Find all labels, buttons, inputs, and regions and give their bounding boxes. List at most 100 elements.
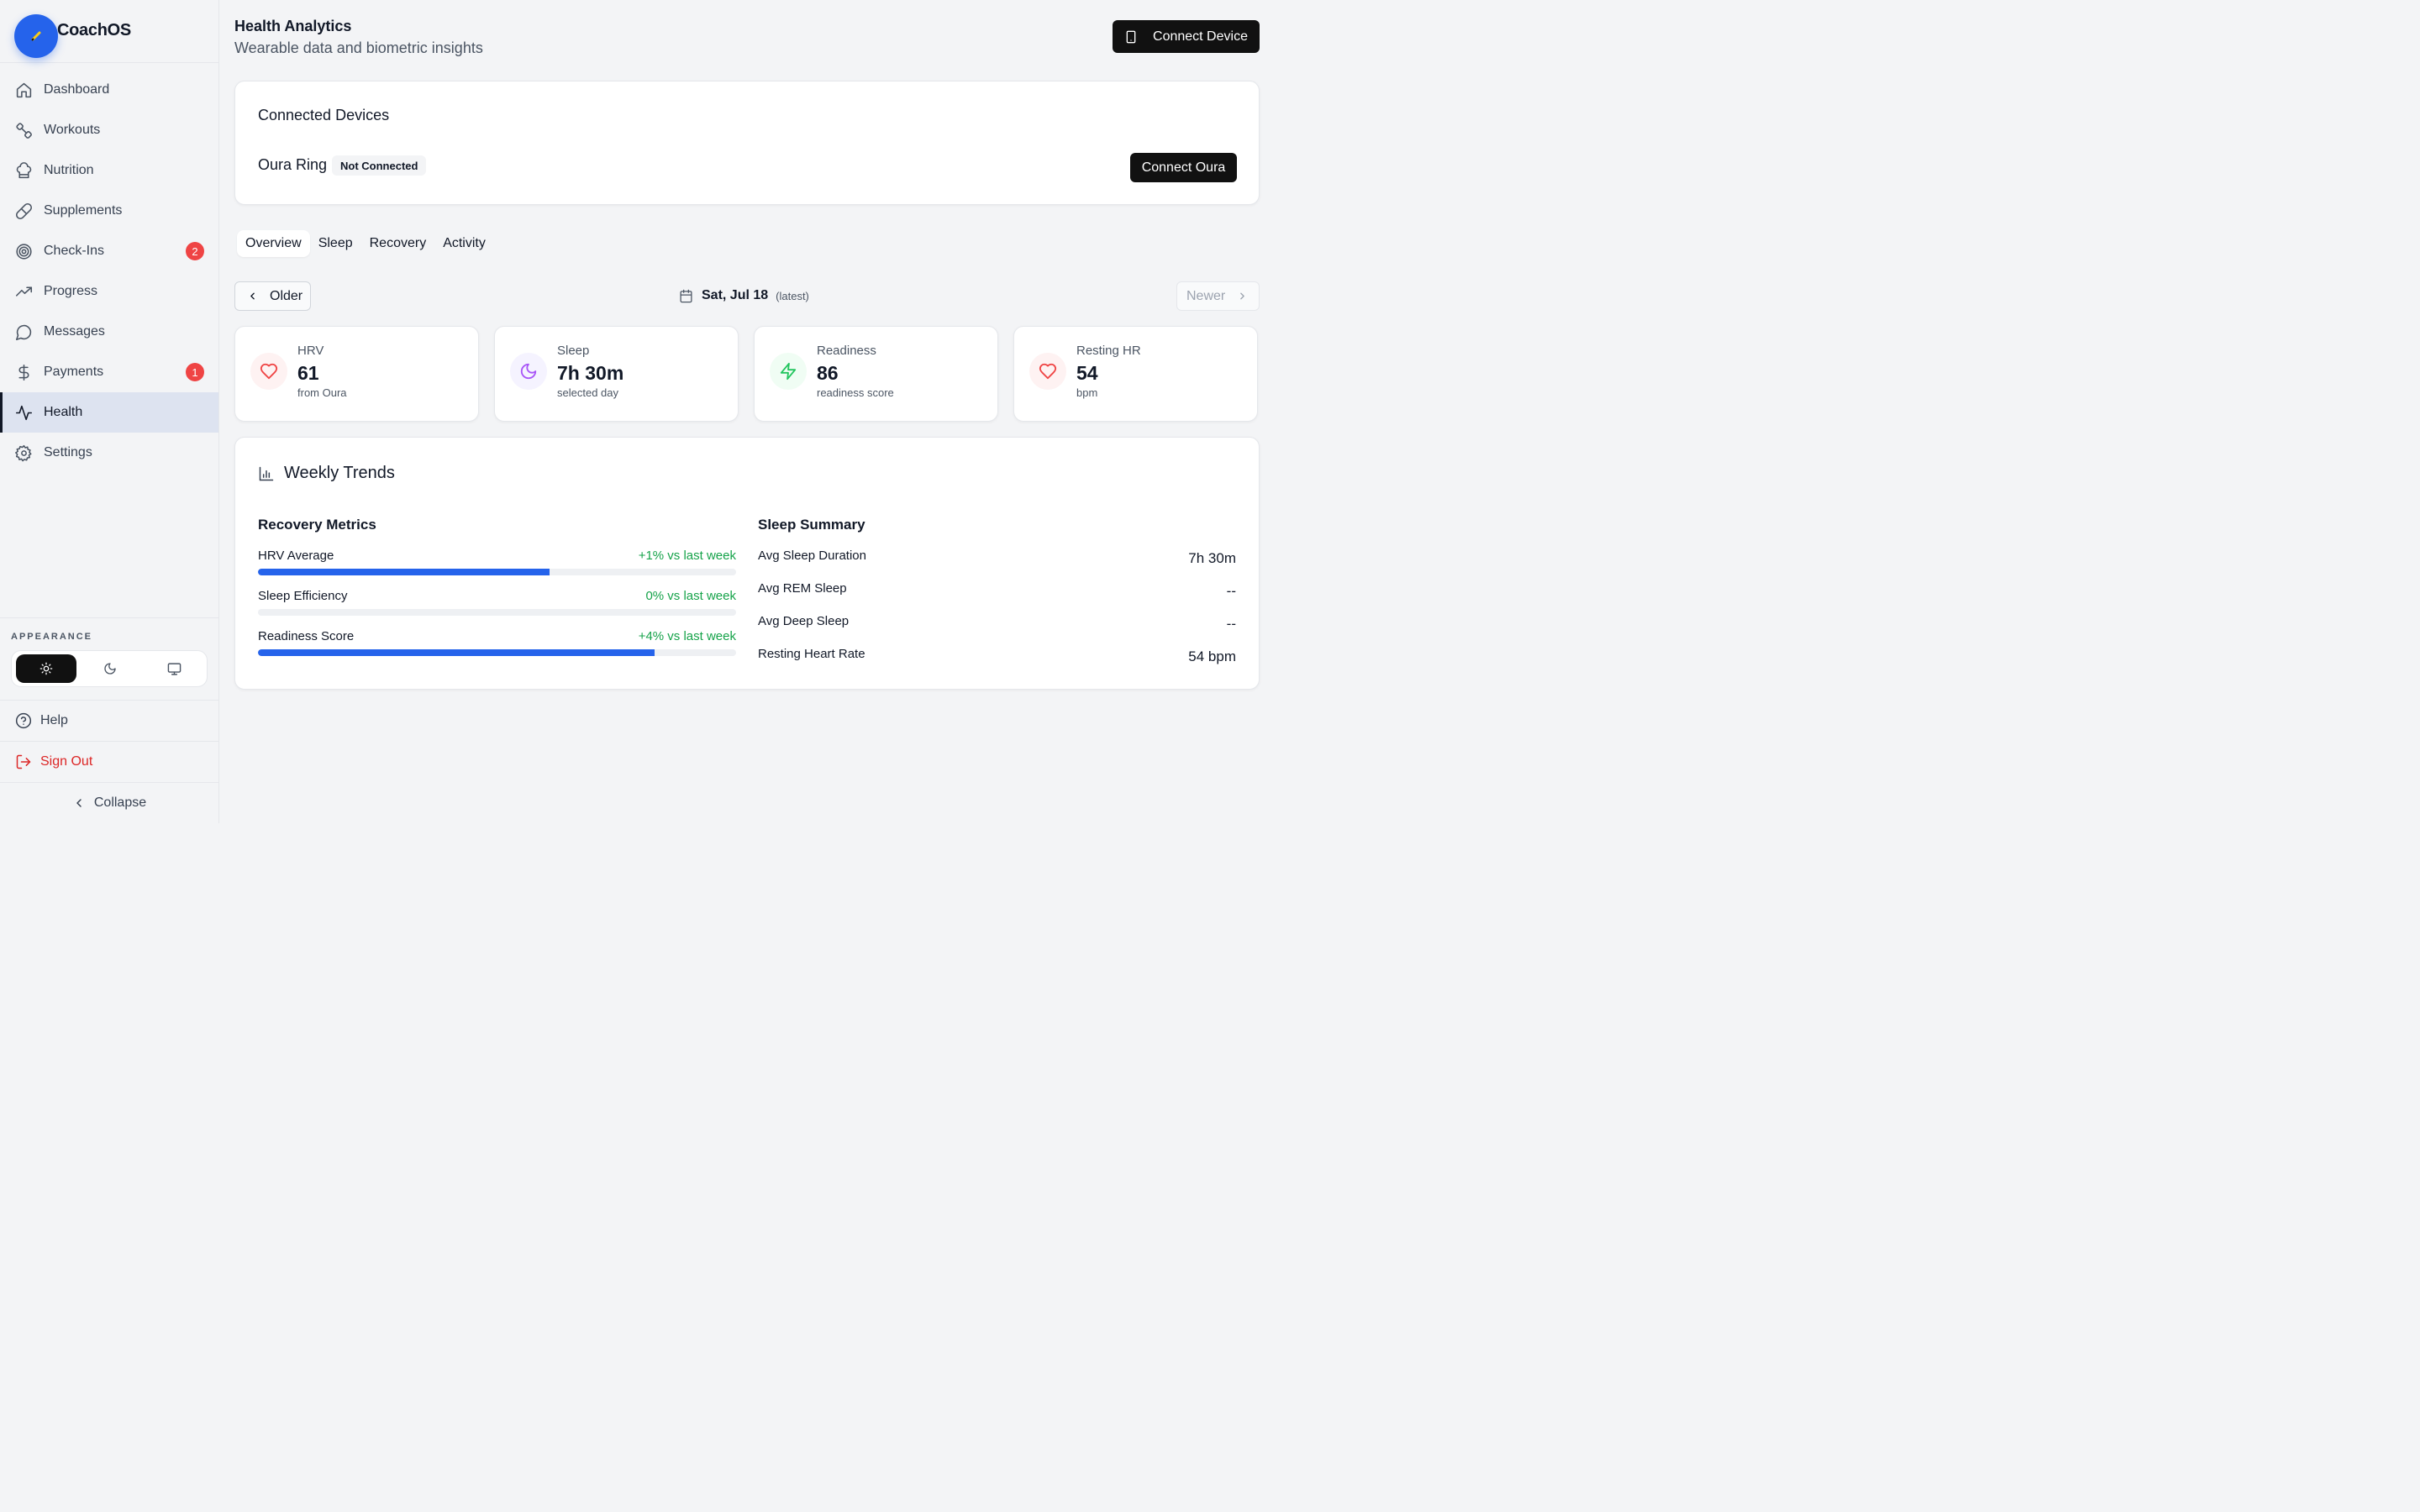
status-badge: Not Connected: [332, 155, 427, 176]
connect-device-label: Connect Device: [1153, 29, 1248, 44]
sidebar-item-health[interactable]: Health: [0, 392, 218, 433]
sidebar-item-label: Nutrition: [44, 163, 94, 177]
sidebar-item-supplements[interactable]: Supplements: [0, 191, 218, 231]
tab-sleep[interactable]: Sleep: [318, 236, 353, 250]
progress-track: [258, 609, 736, 616]
sign-out-button[interactable]: Sign Out: [0, 741, 218, 782]
sidebar-item-label: Workouts: [44, 123, 101, 137]
dollar-icon: [18, 364, 29, 381]
gear-icon: [15, 444, 32, 461]
recovery-row-label: Sleep Efficiency: [258, 589, 348, 603]
newer-button[interactable]: Newer: [1176, 281, 1260, 311]
logo-icon[interactable]: [14, 14, 58, 58]
sidebar-item-dashboard[interactable]: Dashboard: [0, 70, 218, 110]
smartphone-icon: [1126, 30, 1136, 43]
sidebar-item-check-ins[interactable]: Check-Ins 2: [0, 231, 218, 271]
recovery-row-change: 0% vs last week: [645, 589, 736, 603]
tab-recovery[interactable]: Recovery: [369, 236, 427, 250]
appearance-section: APPEARANCE: [0, 617, 218, 699]
chevron-left-icon: [76, 799, 82, 807]
progress-fill: [258, 569, 550, 575]
sidebar-item-label: Payments: [44, 365, 104, 379]
zap-icon: [770, 353, 807, 390]
metric-subtitle: bpm: [1076, 386, 1098, 399]
sun-icon: [39, 662, 53, 675]
metric-label: HRV: [297, 344, 324, 358]
heart-icon: [1029, 353, 1066, 390]
tab-bar: Overview Sleep Recovery Activity: [237, 230, 494, 257]
sleep-summary-title: Sleep Summary: [758, 517, 865, 533]
metric-label: Readiness: [817, 344, 876, 358]
main-content: Health Analytics Wearable data and biome…: [219, 0, 1318, 823]
sidebar-item-workouts[interactable]: Workouts: [0, 110, 218, 150]
latest-tag: (latest): [776, 289, 809, 302]
sidebar-item-label: Health: [44, 405, 83, 419]
metric-card-readiness: Readiness 86 readiness score: [754, 326, 998, 422]
help-circle-icon: [15, 712, 32, 729]
chevron-right-icon: [1240, 292, 1245, 300]
sleep-row-label: Avg Sleep Duration: [758, 549, 866, 563]
sidebar-item-label: Messages: [44, 324, 105, 339]
recovery-row-label: Readiness Score: [258, 629, 355, 643]
metric-value: 54: [1076, 362, 1098, 384]
metric-card-resting-hr: Resting HR 54 bpm: [1013, 326, 1258, 422]
weekly-trends-card: Weekly Trends Recovery Metrics HRV Avera…: [234, 437, 1260, 690]
collapse-button[interactable]: Collapse: [0, 782, 218, 823]
sleep-row-value: --: [1226, 616, 1236, 632]
metric-value: 7h 30m: [557, 362, 624, 384]
recovery-row-change: +1% vs last week: [638, 549, 736, 563]
tab-overview[interactable]: Overview: [237, 230, 310, 257]
theme-dark-button[interactable]: [80, 654, 140, 683]
progress-track: [258, 569, 736, 575]
weekly-trends-label: Weekly Trends: [284, 464, 395, 482]
sleep-row-resting-hr: Resting Heart Rate 54 bpm: [758, 647, 1236, 664]
calendar-icon: [680, 289, 692, 302]
theme-light-button[interactable]: [16, 654, 76, 683]
recovery-row-change: +4% vs last week: [638, 629, 736, 643]
sidebar-item-progress[interactable]: Progress: [0, 271, 218, 312]
target-icon: [16, 243, 32, 260]
connect-device-button[interactable]: Connect Device: [1113, 20, 1260, 53]
device-name: Oura Ring: [258, 156, 328, 173]
older-button[interactable]: Older: [234, 281, 311, 311]
sleep-row-duration: Avg Sleep Duration 7h 30m: [758, 549, 1236, 566]
connected-devices-card: Connected Devices Oura Ring Not Connecte…: [234, 81, 1260, 205]
card-title: Connected Devices: [258, 107, 390, 123]
activity-icon: [15, 405, 33, 420]
trending-up-icon: [15, 286, 33, 297]
help-link[interactable]: Help: [0, 700, 218, 741]
connect-oura-button[interactable]: Connect Oura: [1130, 153, 1237, 182]
progress-fill: [258, 649, 655, 656]
sleep-row-value: 7h 30m: [1188, 550, 1236, 566]
sidebar-item-payments[interactable]: Payments 1: [0, 352, 218, 392]
log-out-icon: [16, 754, 31, 769]
sidebar-item-label: Check-Ins: [44, 244, 105, 258]
date-display: Sat, Jul 18 (latest): [679, 288, 809, 303]
sidebar-item-nutrition[interactable]: Nutrition: [0, 150, 218, 191]
metric-label: Resting HR: [1076, 344, 1141, 358]
dumbbell-icon: [16, 122, 32, 139]
sidebar: CoachOS Dashboard Workouts Nutrition Sup…: [0, 0, 219, 823]
sidebar-item-settings[interactable]: Settings: [0, 433, 218, 473]
metric-label: Sleep: [557, 344, 590, 358]
notification-badge: 2: [186, 242, 204, 260]
sidebar-nav: Dashboard Workouts Nutrition Supplements…: [0, 63, 218, 473]
app-name: CoachOS: [57, 21, 131, 39]
older-label: Older: [270, 288, 303, 303]
tab-activity[interactable]: Activity: [443, 236, 486, 250]
notification-badge: 1: [186, 363, 204, 381]
page-subtitle: Wearable data and biometric insights: [234, 39, 483, 56]
theme-switch: [11, 650, 208, 687]
chef-hat-icon: [16, 161, 32, 178]
recovery-row-label: HRV Average: [258, 549, 334, 563]
sidebar-item-messages[interactable]: Messages: [0, 312, 218, 352]
metric-card-sleep: Sleep 7h 30m selected day: [494, 326, 739, 422]
sleep-row-rem: Avg REM Sleep --: [758, 581, 1236, 599]
brand: CoachOS: [0, 0, 218, 63]
theme-system-button[interactable]: [144, 654, 204, 683]
weekly-trends-title: Weekly Trends: [258, 464, 395, 483]
message-icon: [15, 324, 32, 340]
metric-subtitle: selected day: [557, 386, 618, 399]
sleep-row-label: Avg REM Sleep: [758, 581, 847, 596]
heart-icon: [250, 353, 287, 390]
